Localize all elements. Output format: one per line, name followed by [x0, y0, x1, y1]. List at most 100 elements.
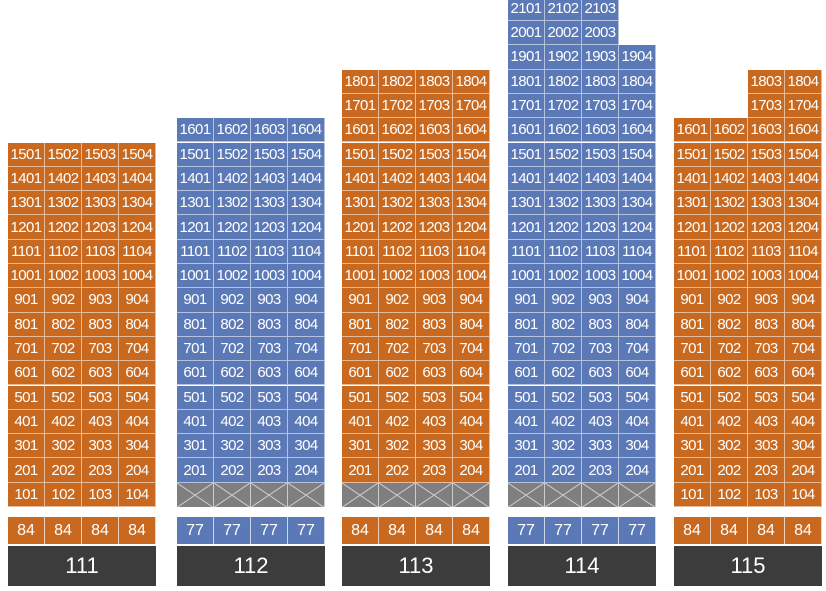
unit-cell: 1301 — [342, 191, 379, 216]
unit-cell: 102 — [45, 482, 82, 507]
unit-cell: 2003 — [582, 21, 619, 46]
unit-cell: 802 — [214, 312, 251, 337]
unit-area-cell: 77 — [619, 517, 656, 544]
unit-cell: 1602 — [214, 118, 251, 143]
unit-cell: 2103 — [582, 0, 619, 21]
unit-cell: 903 — [82, 288, 119, 313]
unit-cell: 1104 — [119, 239, 156, 264]
pilotis-cell — [545, 482, 582, 507]
unit-cell: 802 — [45, 312, 82, 337]
pilotis-cell — [619, 482, 656, 507]
unit-cell: 1802 — [545, 69, 582, 94]
unit-cell: 301 — [674, 434, 711, 459]
unit-cell: 1302 — [45, 191, 82, 216]
unit-cell: 1501 — [674, 142, 711, 167]
unit-cell: 2001 — [508, 21, 545, 46]
unit-cell: 501 — [674, 385, 711, 410]
unit-cell: 1704 — [785, 93, 822, 119]
building-number-label: 115 — [674, 546, 822, 586]
unit-cell: 303 — [582, 434, 619, 459]
unit-cell: 404 — [619, 409, 656, 435]
unit-cell: 1101 — [508, 239, 545, 264]
unit-cell: 704 — [785, 336, 822, 362]
unit-cell: 1903 — [582, 45, 619, 70]
unit-cell: 1201 — [177, 215, 214, 240]
unit-cell: 803 — [416, 312, 453, 337]
unit-cell: 602 — [45, 361, 82, 386]
unit-cell: 304 — [619, 434, 656, 459]
unit-cell: 1001 — [8, 264, 45, 289]
unit-cell: 1601 — [674, 118, 711, 143]
unit-cell: 1104 — [453, 239, 490, 264]
unit-cell: 803 — [251, 312, 288, 337]
unit-cell: 1504 — [288, 142, 325, 167]
unit-cell: 601 — [508, 361, 545, 386]
unit-cell: 603 — [748, 361, 785, 386]
unit-cell: 1301 — [8, 191, 45, 216]
pilotis-cell — [214, 482, 251, 507]
unit-cell: 1504 — [119, 142, 156, 167]
unit-cell: 603 — [582, 361, 619, 386]
unit-cell: 1101 — [177, 239, 214, 264]
unit-cell: 202 — [711, 458, 748, 483]
unit-cell: 501 — [342, 385, 379, 410]
unit-cell: 1604 — [619, 118, 656, 143]
unit-cell: 1503 — [748, 142, 785, 167]
unit-cell: 1204 — [119, 215, 156, 240]
unit-cell: 204 — [119, 458, 156, 483]
unit-cell: 504 — [619, 385, 656, 410]
unit-cell: 1201 — [508, 215, 545, 240]
unit-cell: 1303 — [251, 191, 288, 216]
unit-cell: 202 — [545, 458, 582, 483]
unit-cell: 1703 — [582, 93, 619, 119]
unit-cell: 1803 — [582, 69, 619, 94]
unit-cell: 204 — [619, 458, 656, 483]
unit-cell: 1803 — [748, 69, 785, 94]
unit-cell: 1202 — [379, 215, 416, 240]
unit-cell: 1204 — [288, 215, 325, 240]
unit-cell: 1103 — [82, 239, 119, 264]
unit-cell: 803 — [582, 312, 619, 337]
unit-cell: 1402 — [45, 166, 82, 192]
unit-cell: 203 — [251, 458, 288, 483]
unit-cell: 1701 — [342, 93, 379, 119]
unit-cell: 601 — [177, 361, 214, 386]
unit-cell: 1502 — [545, 142, 582, 167]
unit-cell: 502 — [379, 385, 416, 410]
unit-cell: 703 — [251, 336, 288, 362]
unit-cell: 1002 — [711, 264, 748, 289]
unit-cell: 2002 — [545, 21, 582, 46]
unit-cell: 1604 — [288, 118, 325, 143]
unit-cell: 101 — [674, 482, 711, 507]
unit-cell: 1702 — [379, 93, 416, 119]
unit-cell: 901 — [8, 288, 45, 313]
unit-cell: 901 — [342, 288, 379, 313]
unit-cell: 204 — [785, 458, 822, 483]
unit-cell: 1003 — [416, 264, 453, 289]
unit-cell: 702 — [545, 336, 582, 362]
unit-cell: 1502 — [379, 142, 416, 167]
unit-cell: 704 — [119, 336, 156, 362]
unit-cell: 802 — [379, 312, 416, 337]
unit-cell: 502 — [214, 385, 251, 410]
unit-area-cell: 77 — [251, 517, 288, 544]
unit-cell: 1804 — [785, 69, 822, 94]
unit-cell: 1101 — [342, 239, 379, 264]
unit-cell: 804 — [288, 312, 325, 337]
unit-cell: 401 — [508, 409, 545, 435]
unit-cell: 504 — [785, 385, 822, 410]
unit-cell: 1704 — [619, 93, 656, 119]
unit-area-cell: 84 — [8, 517, 45, 544]
pilotis-cell — [416, 482, 453, 507]
unit-cell: 302 — [45, 434, 82, 459]
unit-cell: 1402 — [214, 166, 251, 192]
unit-cell: 704 — [619, 336, 656, 362]
unit-cell: 703 — [582, 336, 619, 362]
unit-cell: 1201 — [342, 215, 379, 240]
unit-cell: 1002 — [545, 264, 582, 289]
unit-cell: 104 — [785, 482, 822, 507]
unit-cell: 1203 — [748, 215, 785, 240]
unit-cell: 601 — [674, 361, 711, 386]
unit-cell: 501 — [8, 385, 45, 410]
unit-cell: 1502 — [711, 142, 748, 167]
